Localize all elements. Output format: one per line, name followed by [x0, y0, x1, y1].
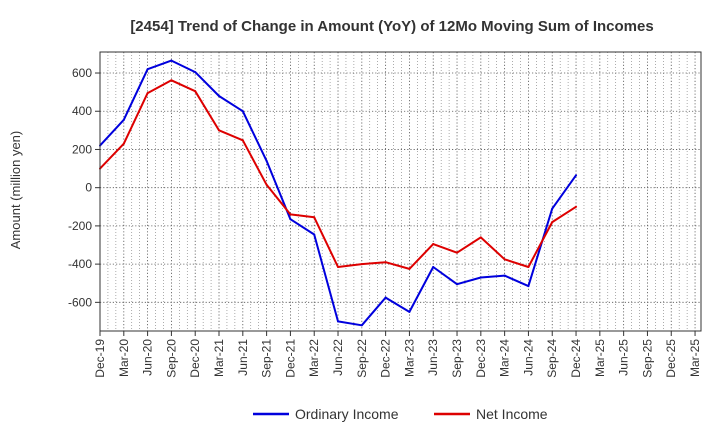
data-point: [456, 251, 459, 254]
x-tick-label: Mar-25: [688, 339, 702, 377]
data-point: [360, 324, 363, 327]
chart-title: [2454] Trend of Change in Amount (YoY) o…: [130, 18, 653, 35]
data-point: [503, 274, 506, 277]
y-axis-ticks: 600 400 200 0 -200 -400 -600: [68, 66, 100, 309]
x-tick-label: Dec-23: [474, 339, 488, 378]
legend-label-1: Ordinary Income: [295, 406, 399, 422]
data-point: [360, 263, 363, 266]
data-point: [146, 92, 149, 95]
data-point: [527, 285, 530, 288]
x-tick-label: Mar-20: [117, 339, 131, 377]
data-point: [122, 118, 125, 121]
data-point: [432, 265, 435, 268]
data-point: [479, 236, 482, 239]
x-tick-label: Jun-24: [521, 339, 535, 376]
series-layer: [99, 59, 578, 327]
y-tick-label: -400: [68, 257, 92, 271]
data-point: [313, 233, 316, 236]
x-tick-label: Dec-19: [93, 339, 107, 378]
data-point: [384, 296, 387, 299]
x-tick-label: Sep-21: [260, 339, 274, 378]
x-tick-label: Dec-20: [188, 339, 202, 378]
legend-label-2: Net Income: [476, 406, 548, 422]
data-point: [337, 320, 340, 323]
y-tick-label: 600: [72, 66, 92, 80]
x-tick-label: Sep-24: [545, 339, 559, 378]
x-tick-label: Dec-25: [664, 339, 678, 378]
x-tick-label: Mar-25: [593, 339, 607, 377]
x-tick-label: Mar-22: [307, 339, 321, 377]
y-tick-label: -600: [68, 295, 92, 309]
x-tick-label: Jun-23: [426, 339, 440, 376]
y-axis-label: Amount (million yen): [8, 131, 23, 250]
data-point: [146, 68, 149, 71]
x-tick-label: Sep-25: [640, 339, 654, 378]
x-tick-label: Dec-22: [379, 339, 393, 378]
x-tick-label: Sep-22: [355, 339, 369, 378]
y-tick-label: 0: [85, 181, 92, 195]
data-point: [384, 261, 387, 264]
data-point: [241, 110, 244, 113]
data-point: [408, 310, 411, 313]
y-tick-label: 200: [72, 142, 92, 156]
data-point: [122, 142, 125, 145]
x-tick-label: Jun-20: [141, 339, 155, 376]
x-axis-ticks: Dec-19 Mar-20 Jun-20 Sep-20 Dec-20 Mar-21 Jun-…: [93, 331, 702, 378]
y-tick-label: -200: [68, 219, 92, 233]
data-point: [575, 174, 578, 177]
legend: Ordinary Income Net Income: [253, 406, 548, 422]
data-point: [551, 221, 554, 224]
data-point: [337, 265, 340, 268]
x-tick-label: Sep-20: [164, 339, 178, 378]
x-tick-label: Mar-23: [402, 339, 416, 377]
data-point: [194, 71, 197, 74]
data-point: [265, 183, 268, 186]
x-tick-label: Jun-25: [617, 339, 631, 376]
data-point: [194, 90, 197, 93]
data-point: [170, 59, 173, 62]
x-tick-label: Dec-21: [283, 339, 297, 378]
data-point: [432, 243, 435, 246]
data-point: [170, 79, 173, 82]
data-point: [551, 207, 554, 210]
data-point: [218, 129, 221, 132]
x-tick-label: Jun-22: [331, 339, 345, 376]
grid: [99, 52, 701, 331]
data-point: [289, 213, 292, 216]
x-tick-label: Dec-24: [569, 339, 583, 378]
data-point: [218, 94, 221, 97]
data-point: [503, 258, 506, 261]
y-tick-label: 400: [72, 104, 92, 118]
x-tick-label: Mar-24: [498, 339, 512, 377]
x-tick-label: Sep-23: [450, 339, 464, 378]
data-point: [575, 205, 578, 208]
data-point: [527, 265, 530, 268]
data-point: [289, 218, 292, 221]
data-point: [313, 216, 316, 219]
data-point: [265, 159, 268, 162]
data-point: [408, 267, 411, 270]
data-point: [479, 276, 482, 279]
data-point: [241, 139, 244, 142]
plot-frame: [99, 51, 702, 332]
x-tick-label: Mar-21: [212, 339, 226, 377]
data-point: [456, 283, 459, 286]
x-tick-label: Jun-21: [236, 339, 250, 376]
